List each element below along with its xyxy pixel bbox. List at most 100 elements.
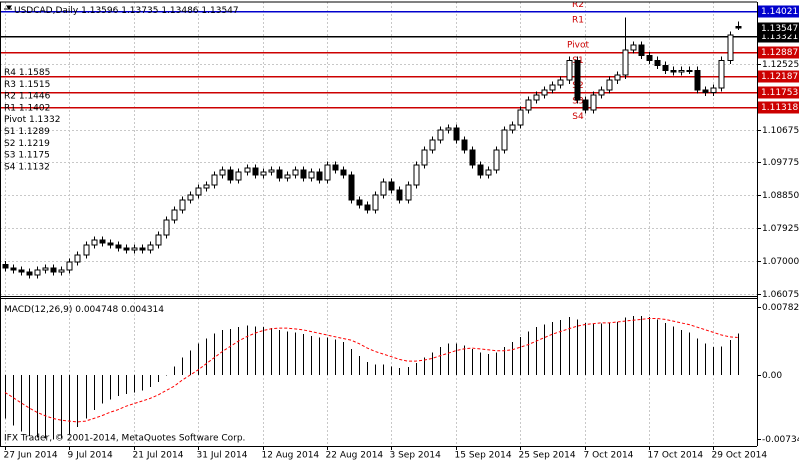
candle-body bbox=[662, 64, 669, 71]
candle-body bbox=[678, 69, 685, 73]
level-value: 1.1585 bbox=[19, 68, 51, 78]
macd-bar bbox=[13, 374, 14, 426]
candle-body bbox=[421, 149, 428, 166]
level-value: 1.1175 bbox=[18, 150, 50, 160]
macd-bar bbox=[29, 374, 30, 436]
candle-body bbox=[606, 79, 613, 91]
macd-bar bbox=[295, 332, 296, 375]
candle-body bbox=[147, 244, 154, 251]
macd-bar bbox=[464, 345, 465, 375]
price-box-label: 1.13547 bbox=[761, 24, 798, 34]
macd-bar bbox=[416, 362, 417, 375]
level-value: 1.1219 bbox=[18, 138, 50, 148]
macd-bar bbox=[86, 374, 87, 419]
y-tick-label: -0.007344 bbox=[762, 435, 799, 445]
candle-body bbox=[171, 209, 178, 221]
macd-bar bbox=[214, 333, 215, 375]
candle-body bbox=[694, 69, 701, 91]
y-tick-label: 1.12525 bbox=[762, 60, 799, 70]
macd-bar bbox=[552, 321, 553, 375]
y-tick-label: 1.07000 bbox=[762, 257, 799, 267]
level-value: 1.1132 bbox=[18, 162, 50, 172]
candle-body bbox=[509, 124, 516, 131]
level-value: 1.1402 bbox=[19, 103, 51, 113]
macd-bar bbox=[641, 315, 642, 375]
macd-bar bbox=[150, 374, 151, 388]
macd-bar bbox=[21, 374, 22, 432]
macd-bar bbox=[689, 332, 690, 375]
macd-value: 0.004748 bbox=[75, 305, 118, 315]
candle-body bbox=[227, 169, 234, 181]
macd-bar bbox=[263, 327, 264, 375]
candle-body bbox=[203, 184, 210, 189]
macd-bar bbox=[713, 347, 714, 375]
level-text: S3 1.1175 bbox=[4, 150, 50, 160]
macd-bar bbox=[279, 329, 280, 375]
candle-body bbox=[316, 171, 323, 181]
level-value: 1.1515 bbox=[19, 79, 51, 89]
candle-body bbox=[630, 44, 637, 51]
x-tick-label: 22 Aug 2014 bbox=[326, 451, 384, 461]
level-text: S4 1.1132 bbox=[4, 162, 50, 172]
candle-body bbox=[445, 127, 452, 131]
candle-body bbox=[461, 139, 468, 151]
macd-bar bbox=[343, 341, 344, 375]
macd-bar bbox=[5, 374, 6, 419]
candle-body bbox=[718, 59, 725, 89]
macd-bar bbox=[585, 322, 586, 375]
level-name: Pivot bbox=[4, 115, 27, 125]
candle-body bbox=[340, 169, 347, 176]
macd-bar bbox=[721, 346, 722, 375]
price-box bbox=[758, 22, 799, 35]
candle-body bbox=[670, 69, 677, 73]
candle-body bbox=[380, 181, 387, 196]
macd-bar bbox=[359, 355, 360, 375]
macd-bar bbox=[118, 374, 119, 396]
level-value: 1.1289 bbox=[18, 127, 50, 137]
macd-bar bbox=[609, 322, 610, 375]
chart-title: USDCAD,Daily 1.13596 1.13735 1.13486 1.1… bbox=[14, 6, 239, 16]
macd-bar bbox=[649, 316, 650, 375]
macd-bar bbox=[335, 339, 336, 375]
level-box-label: 1.11753 bbox=[761, 88, 798, 98]
candle-body bbox=[235, 171, 242, 181]
macd-bar bbox=[94, 374, 95, 410]
candle-body bbox=[493, 149, 500, 171]
level-name: S1 bbox=[4, 127, 15, 137]
macd-bar bbox=[37, 374, 38, 438]
candle-body bbox=[638, 44, 645, 56]
y-tick-label: 0.007825 bbox=[762, 303, 799, 313]
macd-bar bbox=[53, 374, 54, 440]
candle-body bbox=[332, 164, 339, 171]
x-tick-label: 21 Jul 2014 bbox=[133, 451, 184, 461]
candle-body bbox=[276, 169, 283, 179]
candle-body bbox=[179, 199, 186, 211]
macd-bar bbox=[520, 336, 521, 375]
candle-body bbox=[485, 169, 492, 176]
candle-body bbox=[211, 174, 218, 186]
candle-body bbox=[622, 49, 629, 76]
macd-bar bbox=[158, 374, 159, 382]
macd-bar bbox=[504, 347, 505, 375]
candle-body bbox=[429, 139, 436, 151]
candle-body bbox=[324, 164, 331, 181]
macd-bar bbox=[110, 374, 111, 400]
level-name: S2 bbox=[4, 138, 15, 148]
macd-bar bbox=[102, 374, 103, 404]
macd-bar bbox=[681, 329, 682, 375]
level-box bbox=[758, 5, 799, 18]
macd-bar bbox=[657, 319, 658, 375]
level-value: 1.1446 bbox=[19, 91, 51, 101]
macd-bar bbox=[230, 328, 231, 375]
macd-bar bbox=[440, 347, 441, 375]
x-tick-label: 17 Oct 2014 bbox=[648, 451, 704, 461]
candle-body bbox=[453, 127, 460, 141]
candle-body bbox=[372, 194, 379, 211]
macd-bar bbox=[617, 321, 618, 375]
x-tick-label: 15 Sep 2014 bbox=[455, 451, 512, 461]
candle-body bbox=[66, 261, 73, 271]
macd-bar bbox=[544, 324, 545, 375]
x-tick-label: 27 Jun 2014 bbox=[4, 451, 58, 461]
candle-body bbox=[131, 247, 138, 251]
